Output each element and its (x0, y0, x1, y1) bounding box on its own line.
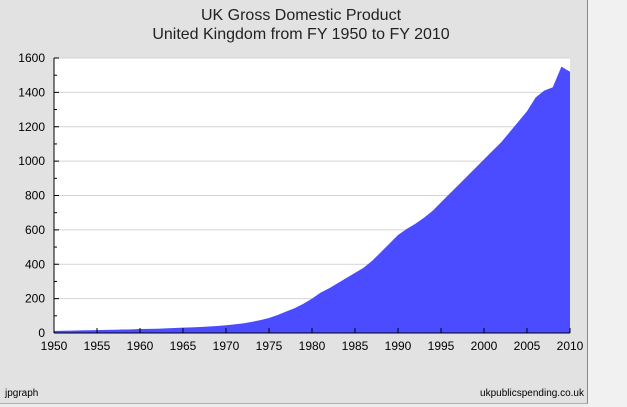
x-tick-label: 1980 (299, 339, 326, 353)
y-tick-label: 600 (25, 223, 45, 237)
chart-title: UK Gross Domestic Product (201, 7, 402, 24)
x-tick-label: 2000 (471, 339, 498, 353)
y-tick-label: 1400 (18, 85, 45, 99)
footer-right-credit: ukpublicspending.co.uk (480, 388, 585, 399)
x-tick-label: 1955 (84, 339, 111, 353)
x-tick-label: 1970 (213, 339, 240, 353)
x-tick-label: 1990 (385, 339, 412, 353)
area-series (54, 66, 570, 333)
page-margin (588, 0, 627, 407)
y-tick-label: 0 (38, 326, 45, 340)
x-tick-label: 2010 (557, 339, 584, 353)
y-axis-tick-labels: 0 200 400 600 800 1000 1200 1400 1600 (18, 51, 45, 340)
x-tick-label: 1985 (342, 339, 369, 353)
x-axis-tick-labels: 1950 1955 1960 1965 1970 1975 1980 1985 1990 1995… (41, 339, 584, 353)
axes (53, 57, 571, 334)
y-tick-label: 800 (25, 189, 45, 203)
y-tick-label: 1000 (18, 154, 45, 168)
x-tick-label: 1995 (428, 339, 455, 353)
y-tick-label: 400 (25, 257, 45, 271)
x-tick-label: 1950 (41, 339, 68, 353)
x-tick-label: 1975 (256, 339, 283, 353)
footer-left-credit: jpgraph (4, 388, 38, 399)
y-tick-label: 1200 (18, 120, 45, 134)
y-tick-label: 1600 (18, 51, 45, 65)
y-tick-label: 200 (25, 292, 45, 306)
chart-subtitle: United Kingdom from FY 1950 to FY 2010 (152, 26, 449, 43)
x-tick-label: 1965 (170, 339, 197, 353)
x-tick-label: 1960 (127, 339, 154, 353)
gdp-area (54, 66, 570, 333)
x-tick-label: 2005 (514, 339, 541, 353)
